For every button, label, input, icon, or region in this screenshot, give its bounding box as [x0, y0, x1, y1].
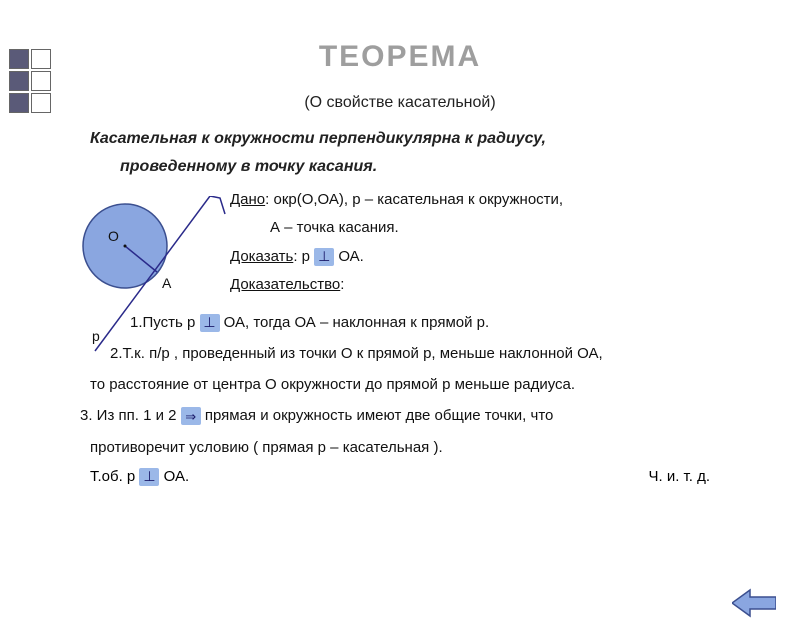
theorem-statement-1: Касательная к окружности перпендикулярна…: [90, 126, 710, 152]
svg-text:р: р: [92, 328, 100, 344]
perpendicular-icon: ⊥: [139, 468, 159, 486]
svg-text:О: О: [108, 228, 119, 244]
final-after: ОА.: [159, 468, 189, 485]
subtitle: (О свойстве касательной): [0, 94, 800, 112]
qed-row: Т.об. р ⊥ ОА. Ч. и. т. д.: [90, 468, 710, 486]
p3-after: прямая и окружность имеют две общие точк…: [201, 407, 554, 424]
p3b: противоречит условию ( прямая р – касате…: [90, 433, 730, 462]
given-text: : окр(О,ОА), р – касательная к окружност…: [265, 191, 563, 208]
p2b: то расстояние от центра О окружности до …: [90, 370, 730, 399]
implies-icon: ⇒: [181, 407, 201, 425]
p3-before: 3. Из пп. 1 и 2: [80, 407, 181, 424]
given-block: Дано: окр(О,ОА), р – касательная к окруж…: [230, 186, 800, 300]
proof-colon: :: [340, 276, 344, 293]
given-line2: А – точка касания.: [270, 214, 800, 243]
prove-before: : р: [293, 248, 314, 265]
content-area: О А р Дано: окр(О,ОА), р – касательная к…: [0, 186, 800, 300]
prove-after: ОА.: [334, 248, 364, 265]
final-before: Т.об. р: [90, 468, 139, 485]
corner-decoration: [8, 48, 72, 114]
qed-label: Ч. и. т. д.: [648, 468, 710, 486]
theorem-statement-2: проведенному в точку касания.: [120, 158, 710, 176]
p1-after: ОА, тогда ОА – наклонная к прямой р.: [220, 314, 490, 331]
svg-text:А: А: [162, 275, 172, 291]
nav-back-arrow-icon[interactable]: [732, 588, 776, 618]
perpendicular-icon: ⊥: [314, 248, 334, 266]
page-title: ТЕОРЕМА: [0, 40, 800, 74]
diagram: О А р: [70, 196, 210, 356]
